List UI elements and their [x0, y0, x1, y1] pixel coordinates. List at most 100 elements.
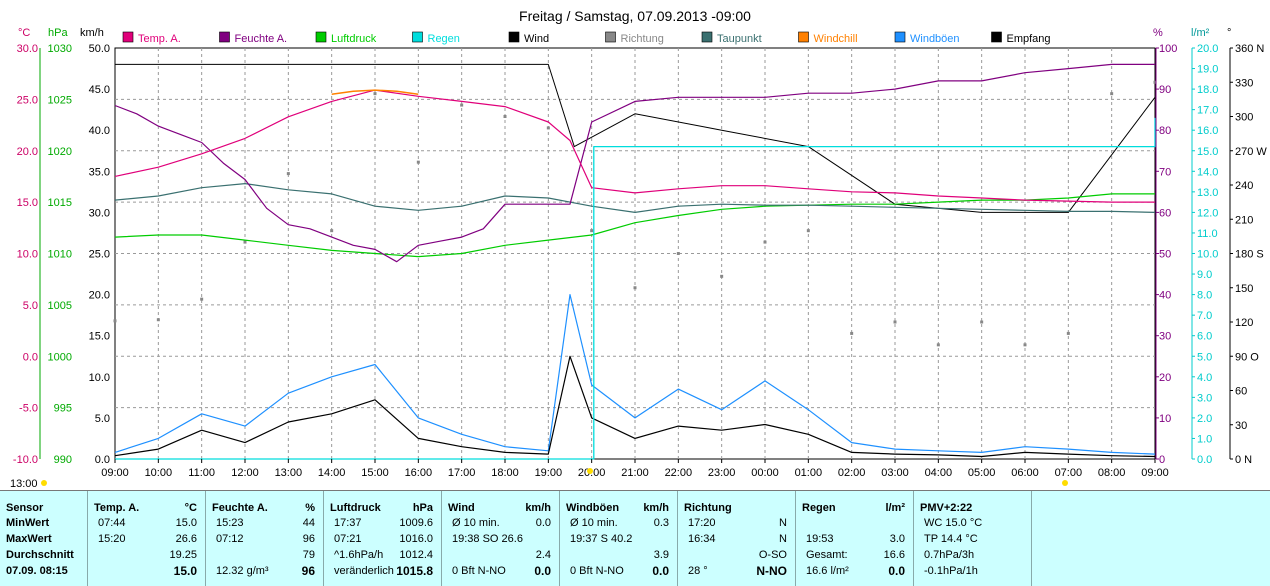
rain_lm2-tick-label: 7.0: [1197, 310, 1212, 322]
footer-cell-value: 2.4: [535, 549, 551, 561]
point-richtung: [113, 319, 117, 323]
humidity_pct-tick-label: 100: [1159, 43, 1177, 55]
rain_lm2-tick-label: 19.0: [1197, 64, 1218, 76]
x-tick-label: 15:00: [361, 467, 389, 479]
wind_kmh-tick-label: 40.0: [89, 125, 110, 137]
x-tick-label: 09:00: [101, 467, 129, 479]
humidity_pct-tick-label: 90: [1159, 84, 1171, 96]
footer-col-title: Wind: [448, 502, 475, 514]
footer-cell-value: 0.3: [653, 517, 669, 529]
direction_deg-tick-label: 270 W: [1235, 146, 1267, 158]
legend-swatch: [122, 31, 134, 43]
footer-cell-label: 17:37: [334, 517, 362, 529]
pressure_hpa-tick-label: 990: [54, 454, 72, 466]
wind_kmh-tick-label: 20.0: [89, 290, 110, 302]
sunrise-marker: [1062, 480, 1068, 486]
footer-cell-value: 44: [302, 517, 315, 529]
x-tick-label: 04:00: [925, 467, 953, 479]
rain_lm2-tick-label: 4.0: [1197, 372, 1212, 384]
footer-cell-label: 0.7hPa/3h: [924, 549, 975, 561]
x-tick-label: 02:00: [838, 467, 866, 479]
footer-col-title: Feuchte A.: [212, 502, 268, 514]
time-label: 13:00: [10, 478, 38, 490]
footer-cell-value: N: [779, 533, 787, 545]
footer-cell-value: 3.0: [889, 533, 905, 545]
footer-col-unit: hPa: [412, 502, 433, 514]
x-tick-label: 18:00: [491, 467, 519, 479]
wind_kmh-tick-label: 30.0: [89, 207, 110, 219]
temp_c-tick-label: 5.0: [23, 300, 38, 312]
footer-col-gusts: Windböen km/h Ø 10 min. 0.3 19:37 S 40.2 3.9 0…: [560, 491, 678, 586]
footer-col-unit: %: [305, 502, 315, 514]
footer-cell-value: 3.9: [653, 549, 669, 561]
direction_deg-tick-label: 360 N: [1235, 43, 1264, 55]
pressure_hpa-tick-label: 1005: [48, 300, 72, 312]
rain_lm2-tick-label: 3.0: [1197, 392, 1212, 404]
series-taupunkt: [114, 183, 1156, 213]
temp_c-tick-label: -5.0: [19, 403, 38, 415]
x-tick-label: 21:00: [621, 467, 649, 479]
pressure_hpa-tick-label: 1030: [48, 43, 72, 55]
series-empfang: [115, 63, 1156, 213]
footer-cell-label: Ø 10 min.: [452, 517, 500, 529]
left-axes: 30.0 25.0 20.0 15.0 10.0 5.0 0.0 -5.0 -10.0 1030 1…: [13, 43, 110, 466]
pressure-unit: hPa: [48, 27, 68, 39]
legend-label: Windböen: [910, 33, 960, 45]
point-richtung: [806, 229, 810, 233]
x-tick-label: 03:00: [881, 467, 909, 479]
direction_deg-tick-label: 300: [1235, 112, 1253, 124]
legend-swatch: [894, 31, 906, 43]
footer-col-title: Windböen: [566, 502, 620, 514]
legend-swatch: [701, 31, 713, 43]
sun-marker: [41, 480, 47, 486]
point-richtung: [850, 331, 854, 335]
pressure_hpa-tick-label: 1025: [48, 94, 72, 106]
humidity_pct-tick-label: 10: [1159, 413, 1171, 425]
footer-cell-label: 07:44: [98, 517, 126, 529]
humidity_pct-tick-label: 20: [1159, 372, 1171, 384]
footer-cell-value: 0.0: [652, 564, 669, 578]
point-richtung: [200, 297, 204, 301]
humidity_pct-tick-label: 70: [1159, 166, 1171, 178]
point-richtung: [676, 252, 680, 255]
legend-label: Wind: [524, 33, 549, 45]
rain_lm2-tick-label: 2.0: [1197, 413, 1212, 425]
footer-cell-value: 26.6: [175, 533, 197, 545]
point-richtung: [156, 318, 160, 322]
point-richtung: [763, 240, 767, 244]
footer-col-unit: km/h: [525, 502, 551, 514]
rain_lm2-tick-label: 18.0: [1197, 84, 1218, 96]
legend-label: Luftdruck: [331, 33, 377, 45]
footer-cell-label: 28 °: [688, 565, 708, 577]
footer-col-title: Sensor: [6, 502, 44, 514]
footer-cell-value: 16.6: [883, 549, 905, 561]
footer-cell-label: MinWert: [6, 517, 50, 529]
footer-cell-label: -0.1hPa/1h: [924, 565, 978, 577]
wind_kmh-tick-label: 0.0: [95, 454, 110, 466]
footer-cell-value: 96: [302, 533, 315, 545]
rain_lm2-tick-label: 15.0: [1197, 146, 1218, 158]
footer-cell-value: N-NO: [756, 564, 787, 578]
direction_deg-tick-label: 330: [1235, 77, 1253, 89]
footer-col-direction: Richtung 17:20 N 16:34 N O-SO 28 ° N-NO: [678, 491, 796, 586]
wind_kmh-tick-label: 10.0: [89, 372, 110, 384]
series-windb-en: [114, 294, 1156, 455]
footer-cell-value: 15.0: [173, 564, 197, 578]
footer-cell-value: 79: [302, 549, 315, 561]
stats-footer: Sensor MinWert MaxWert Durchschnitt 07.09. 0…: [0, 490, 1270, 586]
x-tick-label: 08:00: [1098, 467, 1126, 479]
legend-swatch: [219, 31, 230, 43]
temp_c-tick-label: 0.0: [23, 351, 38, 363]
legend-swatch: [605, 31, 616, 43]
footer-cell-label: 07:12: [216, 533, 244, 545]
pressure_hpa-tick-label: 995: [54, 403, 72, 415]
footer-col-rain: Regen l/m² 19:53 3.0 Gesamt: 16.6 16.6 l/m² 0.0: [796, 491, 914, 586]
legend-swatch: [508, 31, 520, 43]
footer-cell-label: TP 14.4 °C: [924, 533, 978, 545]
x-tick-label: 06:00: [1011, 467, 1039, 479]
pressure_hpa-tick-label: 1020: [48, 146, 72, 158]
footer-cell-value: N: [779, 517, 787, 529]
rain_lm2-tick-label: 13.0: [1197, 187, 1218, 199]
footer-col-title: Regen: [802, 502, 836, 514]
direction_deg-tick-label: 90 O: [1235, 351, 1259, 363]
